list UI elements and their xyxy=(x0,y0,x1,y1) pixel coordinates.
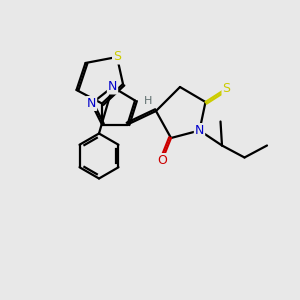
Text: H: H xyxy=(144,95,153,106)
Text: N: N xyxy=(87,97,96,110)
Text: N: N xyxy=(195,124,204,137)
Text: O: O xyxy=(157,154,167,167)
Text: S: S xyxy=(113,50,121,64)
Text: S: S xyxy=(223,82,230,95)
Text: N: N xyxy=(108,80,117,94)
